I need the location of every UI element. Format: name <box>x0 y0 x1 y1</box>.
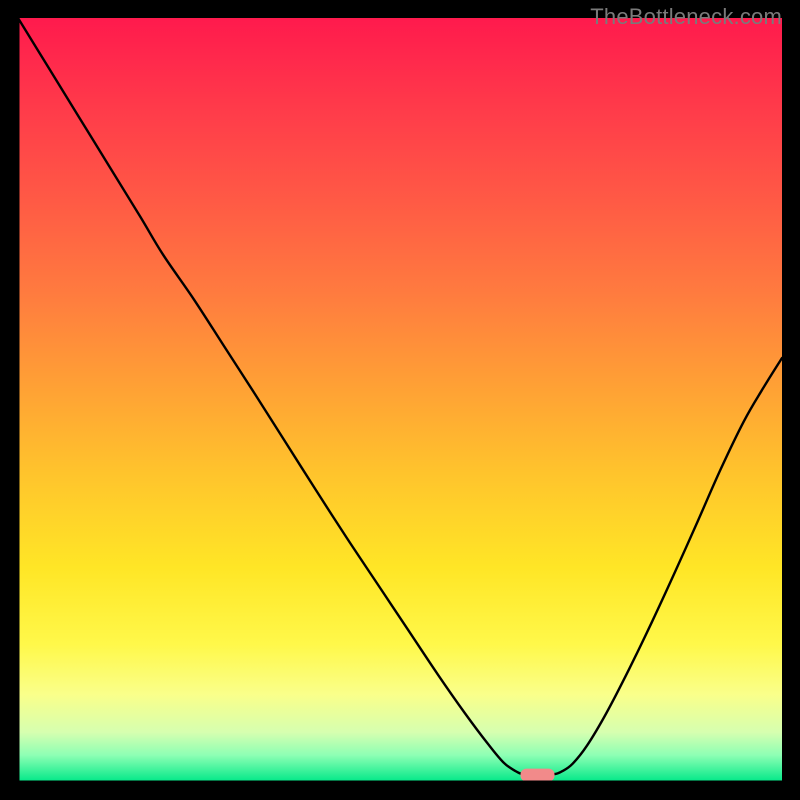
watermark-text: TheBottleneck.com <box>590 4 782 30</box>
optimal-marker <box>521 769 555 782</box>
gradient-background <box>18 18 782 782</box>
chart-frame: TheBottleneck.com <box>0 0 800 800</box>
chart-svg <box>18 18 782 782</box>
plot-area <box>18 18 782 782</box>
